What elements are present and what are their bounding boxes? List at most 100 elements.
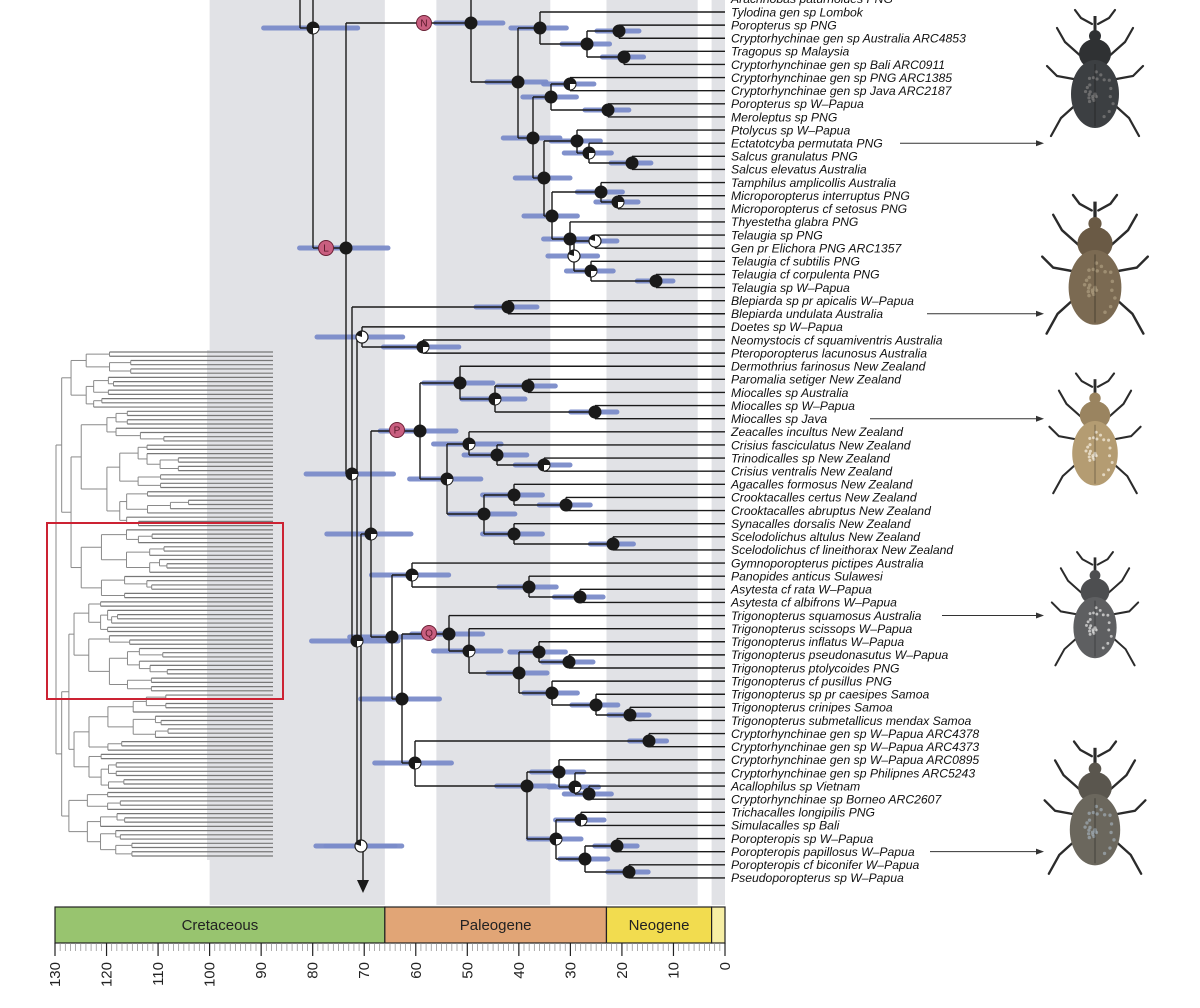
texture-dot (1107, 468, 1111, 472)
leg (1096, 740, 1118, 758)
taxon-label: Synacalles dorsalis New Zealand (731, 517, 912, 531)
taxon-label: Gen pr Elichora PNG ARC1357 (731, 241, 902, 255)
node-pie-full (520, 779, 534, 793)
node-pie-full (511, 75, 525, 89)
texture-dot (1087, 96, 1091, 100)
node-pie-full (464, 16, 478, 30)
texture-dot (1109, 634, 1113, 638)
leg (1073, 8, 1094, 26)
taxon-label: Thyestetha glabra PNG (731, 215, 858, 229)
node-pie-slice (583, 147, 595, 159)
texture-dot (1083, 825, 1087, 829)
taxon-label: Tragopus sp Malaysia (731, 45, 850, 59)
texture-dot (1109, 830, 1113, 835)
taxon-label: Trigonopterus crinipes Samoa (731, 701, 893, 715)
taxon-label: Asytesta cf rata W–Papua (730, 583, 872, 597)
pronotum (1077, 226, 1113, 260)
taxon-label: Trigonopterus pseudonasutus W–Papua (731, 648, 948, 662)
texture-dot (1098, 608, 1102, 612)
head (1088, 217, 1102, 231)
leg (1104, 567, 1131, 597)
pronotum (1080, 578, 1110, 606)
texture-dot (1109, 822, 1114, 826)
leg (1059, 567, 1086, 597)
highlight-box (46, 522, 284, 700)
texture-dot (1087, 455, 1091, 459)
node-pie-full (413, 424, 427, 438)
texture-dot (1093, 286, 1097, 291)
leg (1055, 26, 1085, 60)
texture-dot (1090, 830, 1095, 834)
taxon-label: Scelodolichus altulus New Zealand (731, 530, 921, 544)
weevil-photo (1050, 551, 1140, 667)
taxon-label: Trigonopterus sp pr caesipes Samoa (731, 688, 929, 702)
node-pie-full (507, 527, 521, 541)
taxon-label: Crisius fasciculatus New Zealand (731, 438, 912, 452)
texture-dot (1108, 454, 1112, 458)
arrow-right-icon (1036, 415, 1044, 422)
texture-dot (1087, 452, 1092, 456)
node-pie-slice (365, 528, 377, 540)
texture-dot (1088, 90, 1092, 94)
arrow-right-icon (1036, 310, 1044, 317)
texture-dot (1087, 275, 1091, 280)
node-pie-full (623, 708, 637, 722)
taxon-label: Trigonopterus squamosus Australia (731, 609, 922, 623)
texture-dot (1088, 618, 1092, 621)
texture-dot (1091, 454, 1095, 458)
overview-tree-thumbnail (46, 350, 284, 860)
node-pie-full (601, 103, 615, 117)
taxon-label: Acallophilus sp Vietnam (730, 779, 860, 793)
texture-dot (1107, 109, 1111, 114)
node-pie-full (537, 171, 551, 185)
node-pie-full (649, 274, 663, 288)
texture-dot (1110, 288, 1114, 293)
arrow-right-icon (1036, 848, 1044, 855)
node-pie-full (580, 37, 594, 51)
texture-dot (1107, 438, 1111, 442)
texture-dot (1111, 102, 1115, 106)
texture-dot (1113, 296, 1117, 300)
texture-dot (1102, 438, 1106, 442)
taxon-label: Asytesta cf albifrons W–Papua (730, 596, 897, 610)
leg (1097, 193, 1119, 212)
texture-dot (1099, 264, 1104, 269)
texture-dot (1106, 641, 1110, 645)
axis-tick-label: 60 (408, 962, 425, 979)
clade-marker-q (421, 625, 437, 641)
leg (1109, 64, 1145, 82)
texture-dot (1091, 94, 1095, 99)
period-label: Neogene (629, 917, 690, 934)
taxon-label: Ptolycus sp W–Papua (731, 123, 850, 137)
texture-dot (1087, 811, 1091, 815)
texture-dot (1085, 821, 1089, 825)
taxon-label: Ectatotcyba permutata PNG (731, 137, 883, 151)
node-pie-full (589, 698, 603, 712)
texture-dot (1086, 445, 1090, 449)
arrow-right-icon (1036, 140, 1044, 147)
texture-dot (1107, 78, 1111, 82)
taxon-label: Trigonopterus scissops W–Papua (731, 622, 913, 636)
taxon-label: Meroleptus sp PNG (731, 110, 837, 124)
leg (1076, 551, 1094, 566)
tree-branches (299, 0, 725, 893)
texture-dot (1088, 626, 1092, 630)
texture-dot (1087, 835, 1091, 840)
period-cretaceous (54, 906, 386, 944)
node-pie-slice (406, 569, 418, 581)
taxon-label: Cryptorhynchinae gen sp W–Papua ARC4378 (731, 727, 979, 741)
taxon-label: Trigonopterus ptolycoides PNG (731, 661, 899, 675)
texture-dot (1087, 293, 1091, 298)
node-pie-slice (538, 459, 550, 471)
node-pie-full (533, 21, 547, 35)
node-pie-full (573, 590, 587, 604)
clade-marker-n (416, 15, 432, 31)
clade-markers: N L P Q (318, 15, 437, 641)
taxon-label: Telaugia sp PNG (731, 228, 823, 242)
texture-dot (1101, 646, 1105, 650)
leg (1074, 372, 1094, 388)
texture-dot (1107, 621, 1111, 625)
texture-dot (1087, 283, 1092, 287)
taxon-label: Poropterus sp PNG (731, 18, 837, 32)
